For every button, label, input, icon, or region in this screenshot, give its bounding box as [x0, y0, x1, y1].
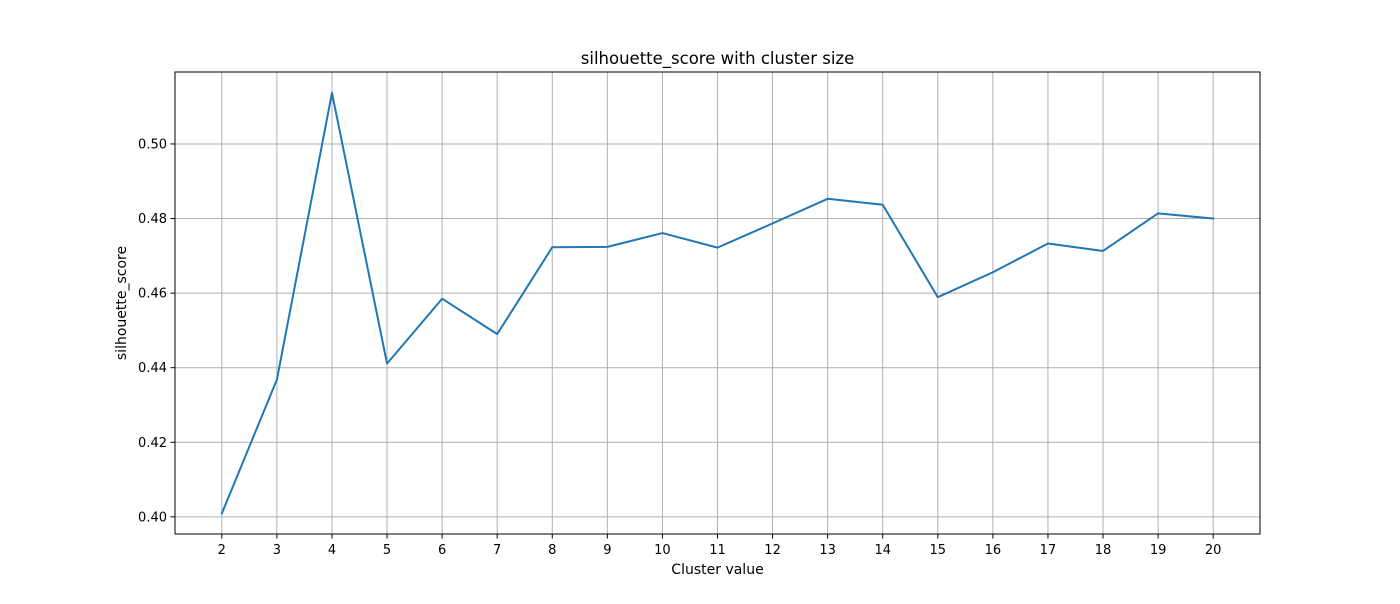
x-tick-label: 3: [273, 543, 281, 558]
x-tick-label: 9: [603, 543, 611, 558]
y-tick-label: 0.42: [138, 436, 167, 451]
x-tick-label: 12: [764, 543, 781, 558]
x-tick-label: 14: [874, 543, 891, 558]
x-tick-label: 15: [930, 543, 947, 558]
series-lines: [220, 91, 1215, 515]
grid-lines: [175, 72, 1260, 534]
x-tick-label: 4: [328, 543, 336, 558]
x-tick-label: 16: [985, 543, 1002, 558]
chart-title: silhouette_score with cluster size: [581, 49, 854, 69]
x-tick-label: 7: [493, 543, 501, 558]
y-tick-label: 0.44: [138, 361, 167, 376]
x-tick-label: 5: [383, 543, 391, 558]
x-tick-label: 17: [1040, 543, 1057, 558]
x-tick-label: 10: [654, 543, 671, 558]
y-tick-label: 0.46: [138, 287, 167, 302]
axis-ticks: 2 3 4 5 6 7 8 9 10 11 12 13 14 15 16 17 18 19 20 0.40 0.42 0.…: [138, 137, 1221, 558]
x-tick-label: 13: [819, 543, 836, 558]
x-tick-label: 2: [218, 543, 226, 558]
y-tick-label: 0.40: [138, 510, 167, 525]
x-tick-label: 11: [709, 543, 726, 558]
y-tick-label: 0.50: [138, 137, 167, 152]
x-tick-label: 18: [1095, 543, 1112, 558]
x-tick-label: 19: [1150, 543, 1167, 558]
y-tick-label: 0.48: [138, 212, 167, 227]
series-line: [220, 91, 1215, 515]
x-axis-label: Cluster value: [671, 562, 763, 578]
x-tick-label: 6: [438, 543, 446, 558]
x-tick-label: 8: [548, 543, 556, 558]
x-tick-label: 20: [1205, 543, 1222, 558]
y-axis-label: silhouette_score: [114, 246, 130, 360]
